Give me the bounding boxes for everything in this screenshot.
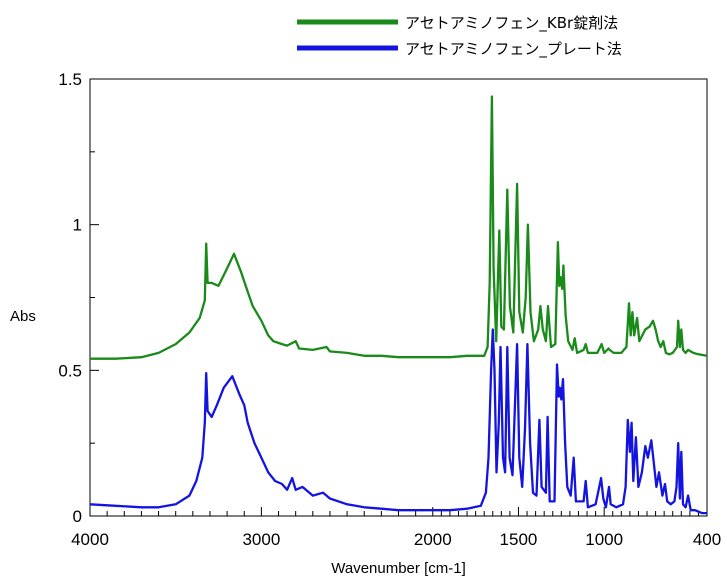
y-axis-title: Abs [10,308,36,325]
tick-labels: 0 0.5 1 1.5 4000 3000 2000 1500 1000 400 [58,70,721,549]
x-tick-label: 4000 [71,530,109,549]
x-tick-label: 400 [693,530,721,549]
y-tick-label: 0.5 [58,361,82,380]
y-tick-label: 1.5 [58,70,82,89]
y-tick-label: 1 [73,216,82,235]
legend-label-1: アセトアミノフェン_KBr錠剤法 [405,14,618,33]
x-tick-label: 1000 [585,530,623,549]
plot-area-frame [89,78,708,517]
x-tick-label: 1500 [500,530,538,549]
legend-label-2: アセトアミノフェン_プレート法 [405,40,622,59]
series-line-2 [89,328,707,515]
axis-ticks [89,78,708,517]
y-tick-label: 0 [73,507,82,526]
x-tick-label: 3000 [242,530,280,549]
x-axis-title: Wavenumber [cm-1] [331,560,465,577]
series-layer [89,95,708,515]
series-line-1 [90,95,708,360]
x-tick-label: 2000 [414,530,452,549]
